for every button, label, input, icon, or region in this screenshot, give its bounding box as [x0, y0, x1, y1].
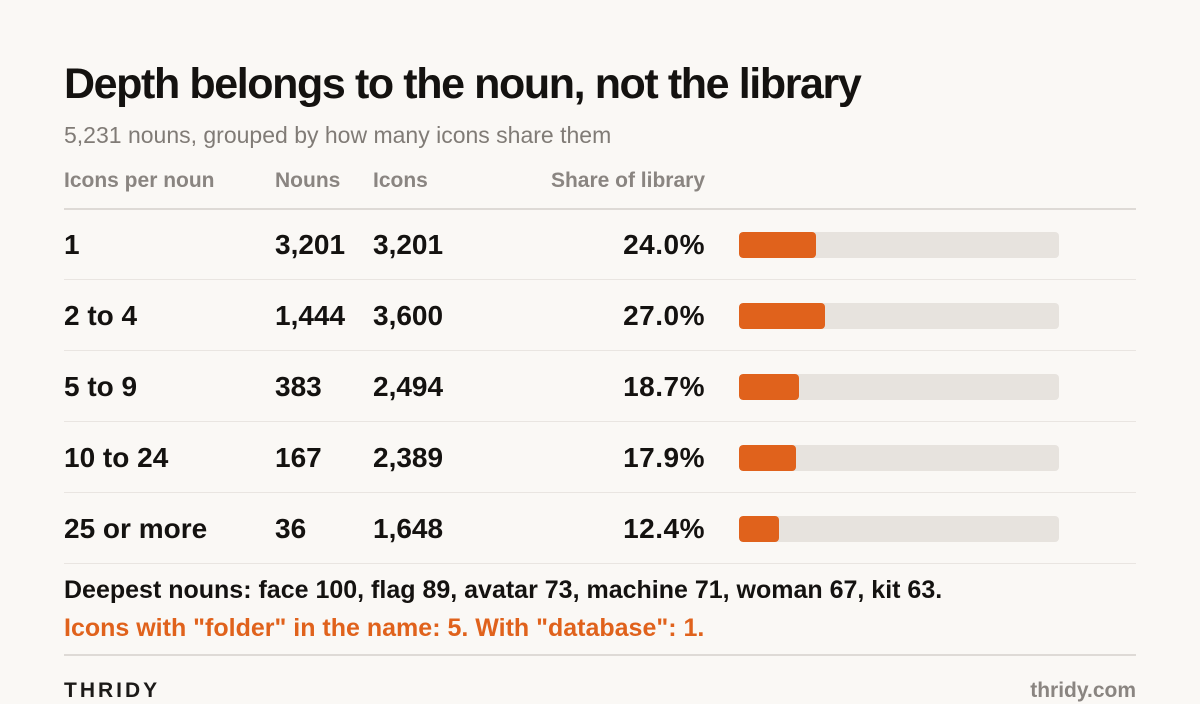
- row-icons-value: 2,494: [373, 371, 444, 402]
- table-row: 5 to 9 383 2,494 18.7%: [64, 351, 1136, 422]
- row-nouns-value: 1,444: [275, 300, 346, 331]
- row-nouns-value: 167: [275, 442, 322, 473]
- column-header-share: Share of library: [550, 169, 705, 192]
- share-bar-track: [739, 374, 1059, 400]
- table-row: 10 to 24 167 2,389 17.9%: [64, 422, 1136, 493]
- column-header-nouns: Nouns: [275, 169, 341, 192]
- footer-divider: [64, 654, 1136, 656]
- share-bar: [739, 303, 825, 329]
- table-row: 2 to 4 1,444 3,600 27.0%: [64, 280, 1136, 351]
- share-bar-track: [739, 303, 1059, 329]
- row-group-label: 2 to 4: [64, 300, 138, 331]
- row-group-label: 25 or more: [64, 513, 208, 544]
- page-title: Depth belongs to the noun, not the libra…: [64, 60, 862, 108]
- row-group-label: 5 to 9: [64, 371, 138, 402]
- row-icons-value: 3,201: [373, 229, 444, 260]
- column-header-icons-per-noun: Icons per noun: [64, 169, 215, 192]
- share-bar-track: [739, 445, 1059, 471]
- brand-logo-text: THRIDY: [64, 679, 161, 702]
- share-bar: [739, 374, 799, 400]
- share-bar: [739, 445, 796, 471]
- row-share-value: 17.9%: [623, 442, 705, 473]
- row-share-value: 12.4%: [623, 513, 705, 544]
- row-nouns-value: 36: [275, 513, 307, 544]
- row-icons-value: 1,648: [373, 513, 444, 544]
- row-nouns-value: 3,201: [275, 229, 346, 260]
- table-row: 25 or more 36 1,648 12.4%: [64, 493, 1136, 564]
- share-bar-track: [739, 232, 1059, 258]
- deepest-nouns-note: Deepest nouns: face 100, flag 89, avatar…: [64, 576, 943, 604]
- row-group-label: 10 to 24: [64, 442, 169, 473]
- brand-url: thridy.com: [1030, 679, 1136, 702]
- share-bar: [739, 232, 816, 258]
- column-header-icons: Icons: [373, 169, 428, 192]
- table-row: 1 3,201 3,201 24.0%: [64, 209, 1136, 280]
- row-share-value: 24.0%: [623, 229, 705, 260]
- share-bar-track: [739, 516, 1059, 542]
- table-header: Icons per noun Nouns Icons Share of libr…: [64, 166, 1136, 210]
- row-nouns-value: 383: [275, 371, 322, 402]
- row-icons-value: 3,600: [373, 300, 444, 331]
- folder-database-note: Icons with "folder" in the name: 5. With…: [64, 614, 705, 642]
- page-subtitle: 5,231 nouns, grouped by how many icons s…: [64, 122, 612, 148]
- row-group-label: 1: [64, 229, 80, 260]
- share-bar: [739, 516, 779, 542]
- row-share-value: 27.0%: [623, 300, 705, 331]
- row-icons-value: 2,389: [373, 442, 444, 473]
- row-share-value: 18.7%: [623, 371, 705, 402]
